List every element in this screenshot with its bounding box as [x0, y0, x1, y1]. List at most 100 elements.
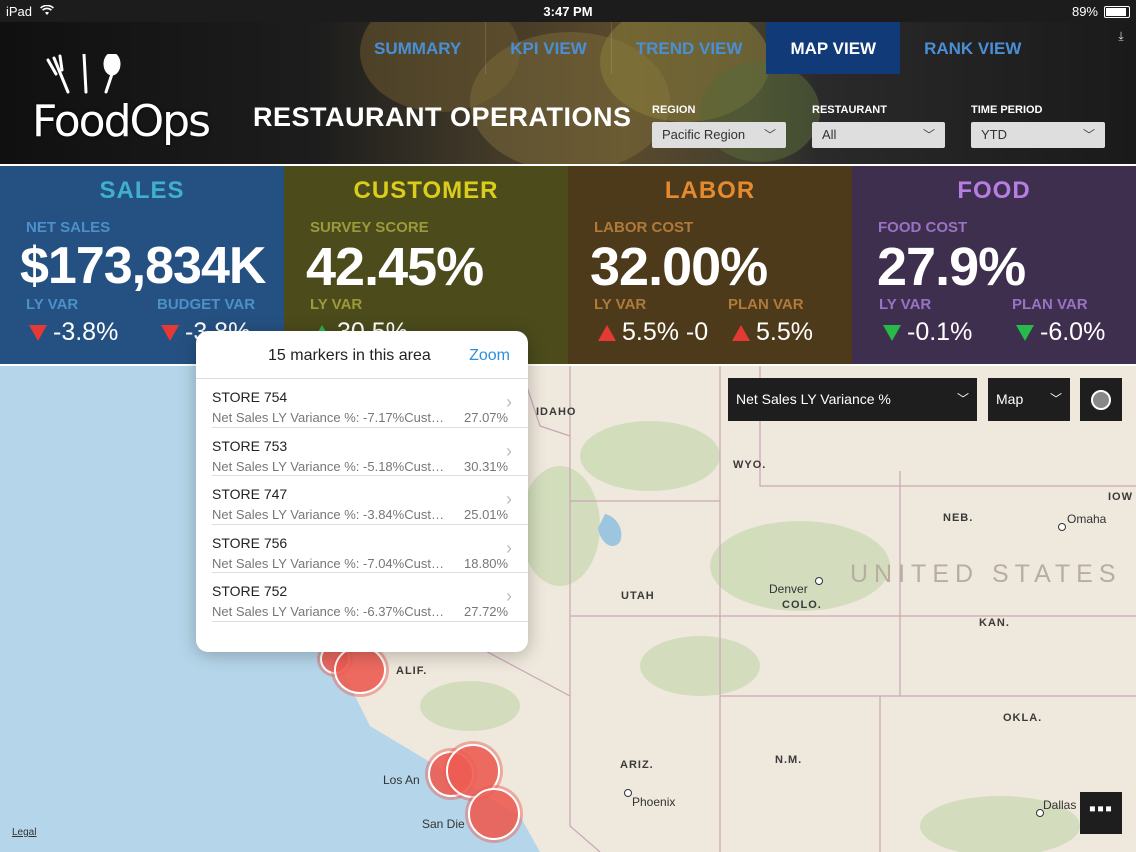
locate-button[interactable] [1080, 378, 1122, 421]
foodops-logo: FoodOps [32, 54, 232, 147]
tab-map-view[interactable]: MAP VIEW [766, 22, 901, 74]
region-label: REGION [652, 104, 696, 116]
wifi-icon [40, 4, 54, 19]
store-detail: Net Sales LY Variance %: -6.37%Customer … [212, 604, 444, 620]
kpi-metric-label: LABOR COST [594, 219, 694, 236]
city-denver: Denver [769, 582, 808, 596]
zoom-link[interactable]: Zoom [469, 347, 510, 364]
restaurant-label: RESTAURANT [812, 104, 887, 116]
state-label-neb: NEB. [943, 512, 974, 524]
store-name: STORE 753 [212, 437, 288, 454]
plan-var-value: 5.5% [756, 318, 813, 346]
kpi-title: LABOR [664, 177, 756, 204]
city-dot [1058, 523, 1066, 531]
chevron-down-icon: ﹀ [956, 392, 969, 406]
ly-var-value: -0.1% [907, 318, 973, 346]
city-san-diego: San Die [422, 817, 465, 831]
list-item[interactable]: STORE 753 Net Sales LY Variance %: -5.18… [212, 428, 528, 477]
ly-var: 5.5% -0 [598, 318, 708, 347]
download-icon[interactable]: ⤓ [1118, 29, 1124, 43]
store-value: 27.07% [464, 410, 509, 425]
budget-var-label: BUDGET VAR [157, 296, 256, 313]
ly-var: -3.8% [29, 318, 118, 347]
state-label-okla: OKLA. [1003, 712, 1043, 724]
tab-trend-view[interactable]: TREND VIEW [635, 39, 743, 58]
store-marker[interactable] [468, 788, 520, 840]
kpi-food[interactable]: FOOD FOOD COST 27.9% LY VAR -0.1% PLAN V… [852, 166, 1136, 364]
state-label-kan: KAN. [979, 617, 1010, 629]
chevron-right-icon: › [506, 440, 512, 461]
kpi-title: CUSTOMER [353, 177, 499, 204]
chevron-right-icon: › [506, 537, 512, 558]
state-label-utah: UTAH [621, 590, 655, 602]
store-value: 27.72% [464, 604, 509, 620]
popover-title: 15 markers in this area [268, 347, 431, 364]
state-label-wyo: WYO. [733, 459, 767, 471]
up-arrow-icon [732, 324, 750, 341]
kpi-labor[interactable]: LABOR LABOR COST 32.00% LY VAR 5.5% -0 P… [568, 166, 852, 364]
logo-text: FoodOps [32, 96, 211, 147]
store-list: STORE 754 Net Sales LY Variance %: -7.17… [196, 379, 528, 622]
store-map[interactable]: IDAHO WYO. NEB. IOW UTAH COLO. KAN. ALIF… [0, 366, 1136, 852]
tab-rank-view[interactable]: RANK VIEW [924, 39, 1022, 58]
time-period-filter: TIME PERIOD YTD ﹀ [971, 104, 1105, 148]
state-label-idaho: IDAHO [536, 406, 577, 418]
clock: 3:47 PM [543, 4, 593, 19]
store-marker[interactable] [334, 646, 386, 694]
plan-var: -6.0% [1016, 318, 1105, 347]
store-name: STORE 747 [212, 486, 288, 503]
time-period-label: TIME PERIOD [971, 104, 1043, 116]
battery-icon [1104, 5, 1130, 18]
chevron-down-icon: ﹀ [922, 128, 935, 142]
store-detail: Net Sales LY Variance %: -7.17%Customer … [212, 410, 444, 425]
map-basemap [0, 366, 1136, 852]
list-item[interactable]: STORE 754 Net Sales LY Variance %: -7.17… [212, 379, 528, 428]
popover-header: 15 markers in this area Zoom [196, 331, 528, 379]
more-button[interactable]: ▪▪▪ [1080, 792, 1122, 834]
device-name: iPad [6, 4, 33, 19]
battery-percent: 89% [1071, 4, 1098, 19]
country-label: UNITED STATES [850, 560, 1122, 588]
cutlery-icon [46, 54, 121, 94]
plan-var-value: -6.0% [1040, 318, 1106, 346]
up-arrow-icon [598, 324, 616, 341]
city-phoenix: Phoenix [632, 795, 676, 809]
page-title: RESTAURANT OPERATIONS [253, 102, 632, 132]
time-period-select[interactable]: YTD ﹀ [971, 122, 1105, 148]
list-item[interactable]: STORE 756 Net Sales LY Variance %: -7.04… [212, 525, 528, 574]
plan-var-label: PLAN VAR [728, 296, 804, 313]
tab-summary[interactable]: SUMMARY [350, 22, 487, 74]
store-value: 25.01% [464, 507, 509, 523]
down-arrow-icon [29, 324, 47, 341]
list-item[interactable]: STORE 747 Net Sales LY Variance %: -3.84… [212, 476, 528, 525]
down-arrow-icon [161, 324, 179, 341]
chevron-down-icon: ﹀ [1049, 392, 1062, 406]
store-name: STORE 754 [212, 389, 288, 405]
kpi-value: 27.9% [877, 237, 1026, 297]
ellipsis-icon: ▪▪▪ [1088, 798, 1114, 820]
ly-var-label: LY VAR [879, 296, 932, 313]
kpi-band: SALES NET SALES $173,834K LY VAR -3.8% B… [0, 166, 1136, 364]
restaurant-select[interactable]: All ﹀ [812, 122, 945, 148]
list-item[interactable]: STORE 752 Net Sales LY Variance %: -6.37… [212, 573, 528, 622]
store-marker[interactable] [446, 744, 500, 798]
kpi-metric-label: SURVEY SCORE [310, 219, 429, 236]
state-label-colo: COLO. [782, 599, 822, 611]
region-select[interactable]: Pacific Region ﹀ [652, 122, 786, 148]
chevron-right-icon: › [506, 489, 512, 510]
kpi-title: SALES [99, 177, 185, 204]
legal-link[interactable]: Legal [12, 827, 37, 838]
kpi-value: $173,834K [20, 237, 266, 295]
kpi-sales[interactable]: SALES NET SALES $173,834K LY VAR -3.8% B… [0, 166, 284, 364]
map-type-select[interactable]: Map ﹀ [988, 378, 1070, 421]
store-detail: Net Sales LY Variance %: -7.04%Customer … [212, 555, 444, 571]
status-bar: iPad 3:47 PM 89% [0, 0, 1136, 22]
city-omaha: Omaha [1067, 512, 1107, 526]
tab-kpi-view[interactable]: KPI VIEW [486, 22, 612, 74]
map-metric-select[interactable]: Net Sales LY Variance % ﹀ [728, 378, 977, 421]
down-arrow-icon [883, 324, 901, 341]
store-value: 30.31% [464, 458, 509, 474]
store-name: STORE 756 [212, 534, 288, 551]
restaurant-value: All [822, 127, 837, 142]
